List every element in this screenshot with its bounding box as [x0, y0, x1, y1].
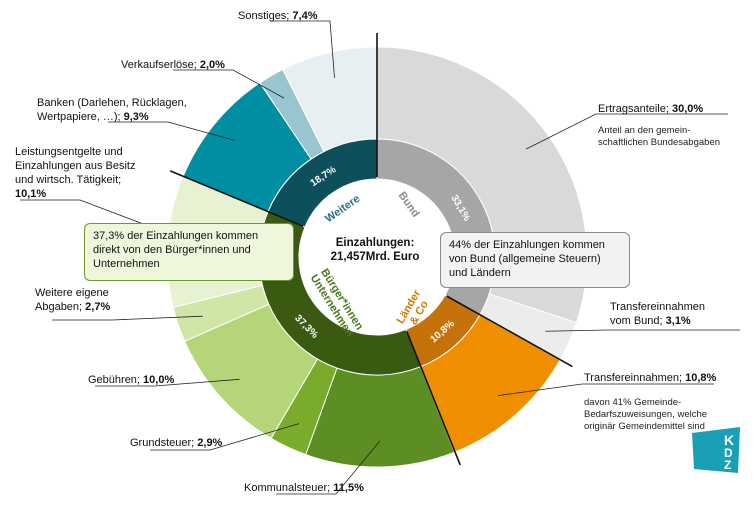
leader-lines — [20, 20, 740, 495]
center-label: Einzahlungen: 21,457Mrd. Euro — [300, 236, 450, 264]
group-divider-3 — [169, 170, 304, 227]
callout-buerger: 37,3% der Einzahlungen kommen direkt von… — [84, 223, 294, 281]
group-divider-2 — [405, 330, 461, 466]
leader-line-1 — [173, 69, 285, 99]
svg-text:K: K — [724, 432, 734, 448]
group-dividers — [169, 33, 573, 466]
leader-line-7 — [276, 440, 381, 495]
label-transfer-bund: Transfereinnahmen vom Bund; 3,1% — [610, 301, 705, 327]
group-divider-1 — [446, 295, 573, 368]
svg-text:D: D — [724, 446, 733, 460]
group-label-weitere: Weitere — [323, 193, 362, 226]
leader-line-4 — [52, 315, 203, 321]
group-label-bund: Bund — [396, 190, 422, 220]
label-gebuehren: Gebühren; 10,0% — [88, 374, 175, 386]
callout-bund: 44% der Einzahlungen kommen von Bund (al… — [440, 232, 630, 288]
note-ertragsanteile: Anteil an den gemein- schaftlichen Bunde… — [598, 125, 721, 148]
center-title: Einzahlungen: — [335, 237, 415, 249]
label-ertragsanteile: Ertragsanteile; 30,0% — [598, 103, 704, 115]
label-verkaufserloese: Verkaufserlöse; 2,0% — [121, 59, 225, 71]
leader-line-8 — [525, 113, 728, 150]
label-banken: Banken (Darlehen, Rücklagen, Wertpapiere… — [37, 97, 187, 123]
inner-segment-2 — [258, 210, 422, 376]
leader-line-0 — [270, 20, 335, 79]
leader-line-10 — [497, 383, 714, 397]
leader-line-9 — [545, 329, 740, 332]
label-kommunalsteuer: Kommunalsteuer; 11,5% — [244, 482, 364, 494]
kdz-logo: K D Z — [692, 427, 740, 473]
leader-line-2 — [108, 121, 235, 141]
label-sonstiges: Sonstiges; 7,4% — [238, 10, 318, 22]
note-transfereinnahmen: davon 41% Gemeinde- Bedarfszuweisungen, … — [584, 397, 708, 432]
label-leistungsentgelte: Leistungsentgelte und Einzahlungen aus B… — [15, 146, 136, 200]
leader-line-5 — [95, 378, 240, 387]
label-weitere-abgaben: Weitere eigene Abgaben; 2,7% — [35, 287, 111, 313]
label-grundsteuer: Grundsteuer; 2,9% — [130, 437, 223, 449]
center-total: 21,457Mrd. Euro — [330, 251, 420, 263]
svg-text:Z: Z — [724, 458, 731, 472]
label-transfereinnahmen: Transfereinnahmen; 10,8% — [584, 372, 717, 384]
leader-line-6 — [150, 423, 300, 451]
